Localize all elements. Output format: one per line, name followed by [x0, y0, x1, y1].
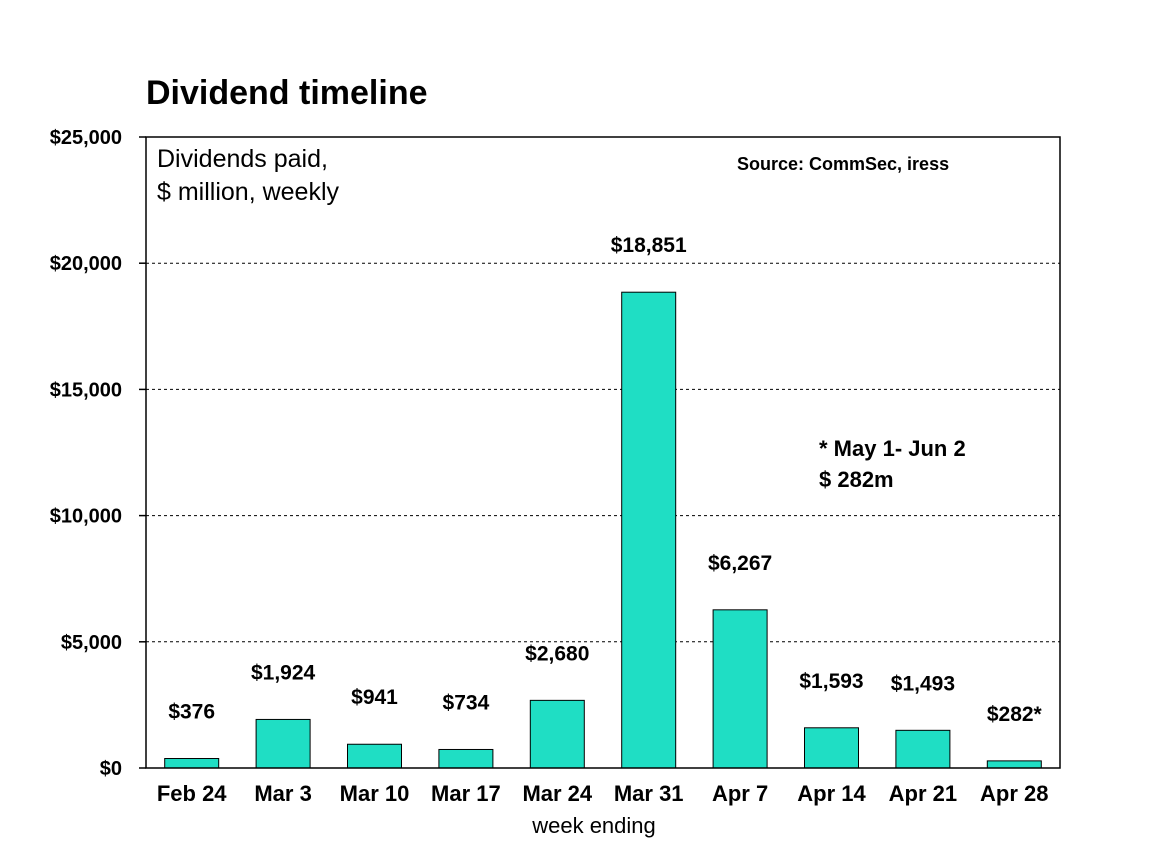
data-label: $282* [987, 703, 1043, 726]
data-label: $6,267 [708, 552, 772, 575]
bar [986, 760, 1042, 769]
bar [712, 609, 768, 769]
x-tick-label: Mar 10 [340, 781, 410, 806]
data-label: $2,680 [525, 642, 589, 665]
bar [255, 718, 311, 769]
x-tick-label: Apr 7 [712, 781, 768, 806]
x-tick-label: Mar 31 [614, 781, 684, 806]
data-labels: $376 $1,924 $941 $734 $2,680 $18,851 $6,267 $1,… [168, 234, 1042, 726]
bar [438, 748, 494, 769]
y-axis: $0 $5,000 $10,000 $15,000 $20,000 $25,000 [50, 127, 146, 780]
x-tick-label: Mar 24 [522, 781, 592, 806]
footnote-line-1: * May 1- Jun 2 [819, 436, 966, 461]
y-tick-label: $10,000 [50, 506, 122, 528]
subtitle-line-1: Dividends paid, [157, 145, 328, 173]
bar [621, 291, 677, 769]
data-label: $941 [351, 686, 398, 709]
y-tick-label: $0 [100, 758, 122, 780]
bar [164, 758, 220, 769]
data-label: $734 [443, 691, 490, 714]
footnote-line-2: $ 282m [819, 467, 894, 492]
y-tick-label: $25,000 [50, 127, 122, 149]
x-tick-label: Feb 24 [157, 781, 227, 806]
data-label: $18,851 [611, 234, 687, 257]
bar [347, 743, 402, 769]
y-tick-label: $5,000 [61, 632, 122, 654]
bar [529, 699, 585, 769]
x-tick-label: Mar 3 [254, 781, 311, 806]
source-note: Source: CommSec, iress [737, 154, 949, 174]
plot-frame [145, 136, 1061, 769]
bar [804, 727, 859, 769]
x-axis-label: week ending [531, 813, 656, 838]
chart-title: Dividend timeline [146, 74, 428, 112]
bar [895, 729, 951, 769]
y-tick-label: $20,000 [50, 253, 122, 275]
subtitle-line-2: $ million, weekly [157, 178, 340, 206]
data-label: $376 [168, 701, 215, 724]
x-axis: Feb 24 Mar 3 Mar 10 Mar 17 Mar 24 Mar 31 Apr 7… [157, 781, 1049, 806]
grid-lines [146, 262, 1060, 643]
x-tick-label: Apr 21 [889, 781, 957, 806]
x-tick-label: Mar 17 [431, 781, 501, 806]
x-tick-label: Apr 14 [797, 781, 866, 806]
y-tick-label: $15,000 [50, 379, 122, 401]
bars [164, 291, 1042, 769]
data-label: $1,593 [799, 670, 863, 693]
data-label: $1,924 [251, 661, 316, 684]
x-tick-label: Apr 28 [980, 781, 1048, 806]
data-label: $1,493 [891, 672, 955, 695]
